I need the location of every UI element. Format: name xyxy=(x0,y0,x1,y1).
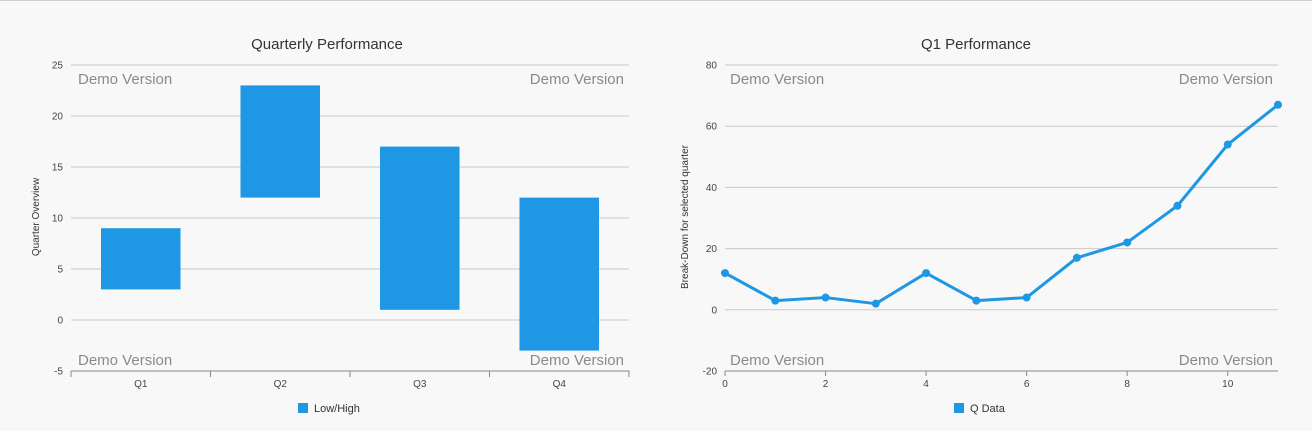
legend-label: Q Data xyxy=(970,403,1006,415)
x-tick-label: Q1 xyxy=(134,379,148,390)
legend-label: Low/High xyxy=(314,403,360,415)
line-series xyxy=(721,100,1282,308)
bar xyxy=(379,146,460,310)
x-tick-label: Q3 xyxy=(413,379,427,390)
x-tick-label: 6 xyxy=(1024,379,1030,390)
y-tick-label: 40 xyxy=(706,183,718,194)
data-point xyxy=(1022,293,1031,302)
data-point xyxy=(1274,100,1282,109)
legend-swatch xyxy=(954,403,964,413)
x-tick-label: 0 xyxy=(722,379,728,390)
y-axis-title: Quarter Overview xyxy=(31,177,42,256)
q1-performance-chart: Q1 Performance Break-Down for selected q… xyxy=(680,36,1282,415)
x-tick-label: 8 xyxy=(1124,379,1130,390)
watermark-bottom-right: Demo Version xyxy=(530,352,624,369)
y-tick-label: 60 xyxy=(706,122,718,133)
data-point xyxy=(1173,201,1182,210)
legend[interactable]: Low/High xyxy=(298,403,360,415)
y-tick-label: 25 xyxy=(52,61,64,72)
x-tick-label: 10 xyxy=(1222,379,1234,390)
legend-swatch xyxy=(298,403,308,413)
y-tick-label: 20 xyxy=(706,244,718,255)
y-axis-ticks: 80 60 40 20 0 -20 xyxy=(703,61,718,378)
data-point xyxy=(821,293,830,302)
y-tick-label: 15 xyxy=(52,163,64,174)
watermark-bottom-left: Demo Version xyxy=(730,352,824,369)
y-axis-title: Break-Down for selected quarter xyxy=(680,144,691,289)
watermark-top-left: Demo Version xyxy=(78,71,172,88)
watermark-top-left: Demo Version xyxy=(730,71,824,88)
x-tick-label: Q4 xyxy=(553,379,567,390)
gridlines xyxy=(725,64,1278,311)
series-line xyxy=(724,103,1279,306)
data-point xyxy=(771,296,780,305)
data-point xyxy=(1123,238,1132,247)
x-axis-ticks: Q1 Q2 Q3 Q4 xyxy=(70,371,630,390)
data-point xyxy=(1223,140,1232,149)
x-axis-ticks: 0 2 4 6 8 10 xyxy=(722,371,1234,390)
watermark-top-right: Demo Version xyxy=(530,71,624,88)
chart-title: Quarterly Performance xyxy=(251,36,403,53)
data-point xyxy=(721,269,729,278)
y-tick-label: 5 xyxy=(57,265,63,276)
y-tick-label: 20 xyxy=(52,112,64,123)
bar-series xyxy=(100,85,600,351)
data-point xyxy=(1072,253,1081,262)
y-tick-label: 0 xyxy=(711,305,717,316)
watermark-top-right: Demo Version xyxy=(1179,71,1273,88)
x-tick-label: 2 xyxy=(823,379,829,390)
y-tick-label: 0 xyxy=(57,316,63,327)
bar xyxy=(519,197,600,351)
data-point xyxy=(972,296,981,305)
chart-title: Q1 Performance xyxy=(921,36,1031,53)
y-tick-label: -5 xyxy=(54,367,63,378)
bar xyxy=(240,85,321,198)
y-tick-label: 80 xyxy=(706,61,718,72)
x-tick-label: 4 xyxy=(923,379,929,390)
watermark-bottom-right: Demo Version xyxy=(1179,352,1273,369)
legend[interactable]: Q Data xyxy=(954,403,1006,415)
bar xyxy=(100,228,181,290)
watermark-bottom-left: Demo Version xyxy=(78,352,172,369)
data-point xyxy=(871,299,880,308)
data-point xyxy=(922,269,931,278)
x-tick-label: Q2 xyxy=(274,379,288,390)
y-axis-ticks: 25 20 15 10 5 0 -5 xyxy=(52,61,64,378)
y-tick-label: 10 xyxy=(52,214,64,225)
quarterly-performance-chart: Quarterly Performance Quarter Overview 2… xyxy=(31,36,630,415)
y-tick-label: -20 xyxy=(703,367,718,378)
